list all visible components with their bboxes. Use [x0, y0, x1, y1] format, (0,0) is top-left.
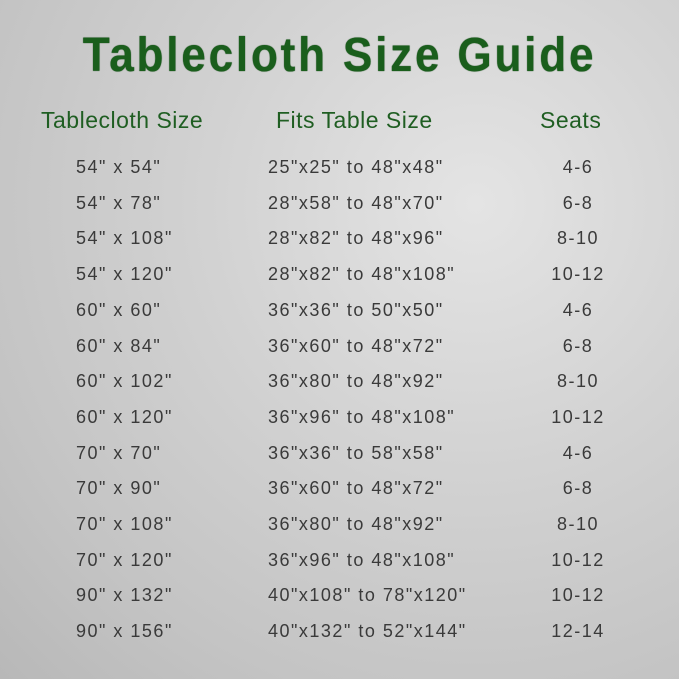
- tablecloth-size-cell: 60" x 60": [76, 299, 162, 320]
- table-row: 54" x 54" 25"x25" to 48"x48" 4-6: [0, 157, 679, 187]
- seats-cell: 8-10: [556, 228, 600, 249]
- seats-cell: 6-8: [562, 192, 594, 213]
- page-title: Tablecloth Size Guide: [82, 29, 597, 82]
- seats-cell: 4-6: [562, 442, 594, 463]
- tablecloth-size-cell: 70" x 90": [76, 478, 162, 499]
- seats-cell: 8-10: [556, 514, 600, 534]
- table-row: 60" x 120" 36"x96" to 48"x108" 10-12: [0, 407, 679, 437]
- tablecloth-size-cell: 54" x 78": [76, 192, 162, 213]
- fits-table-size-cell: 36"x36" to 50"x50": [268, 299, 444, 320]
- table-row: 90" x 132" 40"x108" to 78"x120" 10-12: [0, 585, 679, 615]
- seats-cell: 10-12: [551, 585, 605, 606]
- table-row: 90" x 156" 40"x132" to 52"x144" 12-14: [0, 621, 679, 651]
- table-row: 70" x 120" 36"x96" to 48"x108" 10-12: [0, 550, 679, 580]
- tablecloth-size-cell: 60" x 102": [76, 371, 173, 392]
- table-row: 54" x 78" 28"x58" to 48"x70" 6-8: [0, 193, 679, 223]
- fits-table-size-cell: 36"x36" to 58"x58": [268, 442, 444, 463]
- tablecloth-size-cell: 70" x 70": [76, 442, 162, 463]
- tablecloth-size-cell: 70" x 120": [76, 549, 173, 570]
- fits-table-size-cell: 36"x96" to 48"x108": [268, 406, 456, 427]
- table-row: 60" x 60" 36"x36" to 50"x50" 4-6: [0, 300, 679, 330]
- seats-cell: 6-8: [562, 478, 594, 499]
- fits-table-size-cell: 40"x132" to 52"x144": [268, 621, 467, 642]
- tablecloth-size-cell: 54" x 54": [76, 157, 162, 177]
- tablecloth-size-cell: 70" x 108": [76, 514, 173, 534]
- fits-table-size-cell: 40"x108" to 78"x120": [268, 585, 467, 606]
- fits-table-size-cell: 28"x82" to 48"x96": [268, 228, 444, 249]
- fits-table-size-cell: 36"x96" to 48"x108": [268, 549, 456, 570]
- table-row: 70" x 108" 36"x80" to 48"x92" 8-10: [0, 514, 679, 544]
- table-row: 60" x 102" 36"x80" to 48"x92" 8-10: [0, 371, 679, 401]
- tablecloth-size-cell: 60" x 84": [76, 335, 162, 356]
- table-row: 54" x 120" 28"x82" to 48"x108" 10-12: [0, 264, 679, 294]
- table-row: 70" x 70" 36"x36" to 58"x58" 4-6: [0, 443, 679, 473]
- tablecloth-size-cell: 90" x 132": [76, 585, 173, 606]
- fits-table-size-cell: 36"x80" to 48"x92": [268, 371, 444, 392]
- table-row: 70" x 90" 36"x60" to 48"x72" 6-8: [0, 478, 679, 508]
- tablecloth-size-cell: 60" x 120": [76, 406, 173, 427]
- seats-cell: 10-12: [551, 549, 605, 570]
- seats-cell: 4-6: [562, 157, 594, 177]
- seats-cell: 8-10: [556, 371, 600, 392]
- fits-table-size-cell: 28"x58" to 48"x70": [268, 192, 444, 213]
- tablecloth-size-cell: 54" x 108": [76, 228, 173, 249]
- seats-cell: 6-8: [562, 335, 594, 356]
- tablecloth-size-cell: 54" x 120": [76, 264, 173, 285]
- header-fits-table-size: Fits Table Size: [276, 107, 433, 133]
- seats-cell: 10-12: [551, 264, 605, 285]
- seats-cell: 4-6: [562, 299, 594, 320]
- fits-table-size-cell: 36"x80" to 48"x92": [268, 514, 444, 534]
- tablecloth-size-cell: 90" x 156": [76, 621, 173, 642]
- fits-table-size-cell: 25"x25" to 48"x48": [268, 157, 444, 177]
- fits-table-size-cell: 36"x60" to 48"x72": [268, 478, 444, 499]
- seats-cell: 10-12: [551, 406, 605, 427]
- fits-table-size-cell: 28"x82" to 48"x108": [268, 264, 456, 285]
- table-row: 60" x 84" 36"x60" to 48"x72" 6-8: [0, 336, 679, 366]
- fits-table-size-cell: 36"x60" to 48"x72": [268, 335, 444, 356]
- header-tablecloth-size: Tablecloth Size: [41, 107, 204, 133]
- header-seats: Seats: [540, 107, 602, 133]
- table-row: 54" x 108" 28"x82" to 48"x96" 8-10: [0, 228, 679, 258]
- seats-cell: 12-14: [551, 621, 605, 642]
